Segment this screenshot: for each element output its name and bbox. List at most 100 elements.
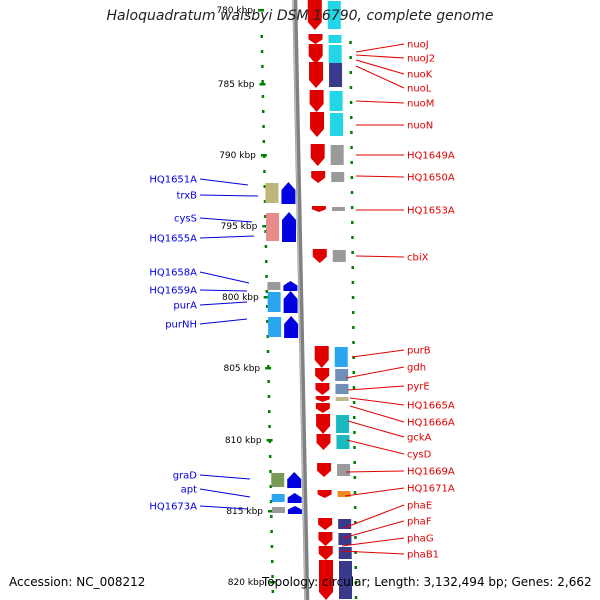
forward-gene-label: nuoK: [407, 70, 433, 81]
forward-gene-arrow: [308, 44, 323, 64]
feature-box: [335, 369, 349, 381]
forward-leader-line: [344, 487, 405, 497]
scale-dot: [271, 590, 275, 593]
scale-dot: [266, 320, 269, 323]
forward-leader-line: [341, 537, 405, 547]
feature-box: [265, 183, 279, 203]
forward-gene-label: cbiX: [407, 253, 429, 264]
tick-mark: [265, 367, 272, 370]
guide-dot: [354, 536, 357, 539]
guide-dot: [351, 311, 355, 314]
guide-dot: [351, 296, 355, 299]
tick-mark: [258, 9, 264, 12]
feature-box: [268, 317, 282, 337]
feature-box: [327, 1, 341, 29]
guide-dot: [351, 221, 354, 224]
forward-gene-label: HQ1669A: [407, 467, 455, 478]
forward-gene-label: nuoJ2: [407, 54, 435, 65]
guide-dot: [350, 161, 353, 164]
forward-gene-arrow: [314, 346, 329, 368]
forward-gene-label: HQ1671A: [407, 484, 455, 495]
forward-gene-arrow: [311, 206, 326, 212]
guide-dot: [353, 446, 356, 449]
reverse-gene-label: purNH: [165, 320, 197, 331]
guide-dot: [349, 71, 353, 74]
forward-gene-arrow: [315, 396, 330, 402]
scale-dot: [266, 335, 269, 338]
scale-dot: [261, 65, 264, 68]
guide-dot: [351, 281, 355, 284]
scale-dot: [265, 260, 268, 263]
feature-box: [328, 35, 342, 43]
feature-box: [328, 45, 342, 63]
forward-leader-line: [351, 349, 405, 358]
scale-dot: [267, 380, 270, 383]
forward-gene-label: cysD: [407, 450, 432, 461]
scale-dot: [261, 80, 264, 83]
feature-box: [330, 113, 344, 136]
guide-dot: [349, 101, 353, 104]
tick-label: 790 kbp: [219, 151, 256, 161]
guide-dot: [353, 461, 356, 464]
guide-dot: [352, 326, 355, 329]
forward-gene-arrow: [316, 434, 331, 450]
reverse-gene-label: cysS: [174, 214, 197, 225]
scale-dot: [263, 170, 266, 173]
reverse-leader-line: [199, 194, 259, 197]
forward-leader-line: [349, 397, 405, 406]
forward-gene-label: pyrE: [407, 382, 430, 393]
feature-box: [337, 491, 351, 497]
tick-label: 815 kbp: [226, 507, 263, 517]
genome-title: Haloquadratum walsbyi DSM 16790, complet…: [106, 8, 494, 24]
scale-dot: [267, 365, 270, 368]
forward-gene-arrow: [310, 144, 325, 166]
guide-dot: [352, 371, 356, 374]
backbone-highlight: [292, 0, 306, 600]
tick-label: 785 kbp: [218, 80, 255, 90]
feature-box: [329, 63, 343, 87]
forward-leader-line: [340, 550, 405, 555]
scale-dot: [267, 395, 271, 398]
feature-box: [331, 207, 345, 211]
reverse-gene-label: HQ1655A: [149, 234, 197, 245]
scale-dot: [271, 575, 274, 578]
forward-gene-arrow: [308, 34, 323, 44]
forward-gene-arrow: [318, 546, 333, 560]
feature-box: [332, 250, 346, 262]
tick-label: 795 kbp: [221, 222, 258, 232]
guide-dot: [354, 566, 357, 569]
scale-dot: [263, 200, 267, 203]
scale-dot: [261, 95, 265, 98]
reverse-leader-line: [199, 505, 249, 510]
tick-mark: [266, 439, 273, 442]
feature-box: [339, 561, 352, 599]
guide-dot: [350, 131, 353, 134]
guide-dot: [349, 56, 352, 59]
feature-box: [335, 397, 349, 401]
forward-gene-arrow: [315, 368, 330, 382]
tick-label: 780 kbp: [216, 6, 253, 16]
forward-gene-label: phaB1: [407, 550, 439, 561]
forward-gene-label: nuoL: [407, 84, 432, 95]
scale-dot: [269, 470, 272, 473]
guide-dot: [354, 551, 357, 554]
reverse-gene-label: HQ1659A: [149, 286, 197, 297]
scale-dot: [269, 500, 273, 503]
tick-mark: [269, 581, 276, 584]
forward-gene-arrow: [309, 62, 324, 88]
feature-box: [266, 213, 280, 241]
forward-leader-line: [345, 470, 405, 473]
reverse-leader-line: [199, 301, 248, 306]
guide-dot: [349, 41, 352, 44]
accession-label: Accession: NC_008212: [9, 575, 146, 589]
guide-dot: [353, 506, 357, 509]
reverse-leader-line: [199, 318, 248, 325]
forward-gene-arrow: [319, 560, 333, 600]
feature-box: [330, 145, 344, 165]
tick-mark: [260, 154, 267, 157]
scale-dot: [266, 350, 270, 353]
reverse-leader-line: [199, 488, 251, 498]
feature-box: [267, 282, 281, 290]
scale-dot: [270, 545, 274, 548]
